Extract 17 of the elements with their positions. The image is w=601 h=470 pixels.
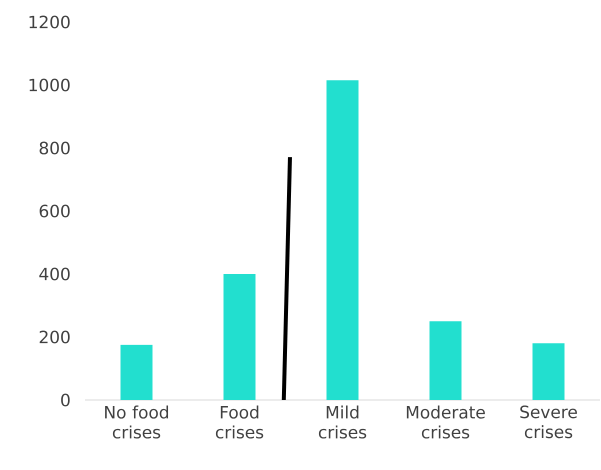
bar — [430, 321, 462, 400]
bar — [224, 274, 256, 400]
y-tick-label: 600 — [40, 204, 70, 218]
x-tick-label: Severe crises — [520, 406, 577, 438]
x-tick-label: Food crises — [216, 406, 264, 439]
y-tick-label: 1000 — [30, 78, 70, 92]
bar — [326, 80, 359, 400]
x-tick-label: Mild crises — [318, 406, 366, 439]
y-tick-label: 1200 — [30, 16, 70, 28]
y-tick-label: 800 — [40, 142, 70, 154]
bar — [120, 344, 152, 400]
bar — [532, 343, 565, 400]
x-tick-label: No food crises — [105, 406, 168, 439]
x-tick-label: Moderate crises — [406, 406, 485, 439]
y-tick-label: 200 — [40, 330, 70, 344]
y-tick-label: 0 — [61, 394, 70, 406]
y-tick-label: 400 — [39, 268, 70, 280]
